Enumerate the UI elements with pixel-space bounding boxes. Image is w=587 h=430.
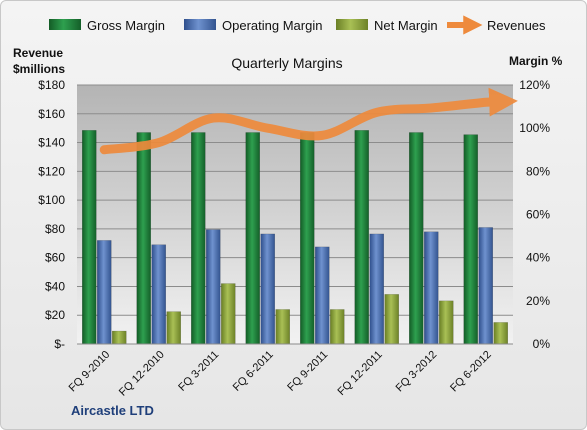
legend-item-net-margin: Net Margin [336,18,438,33]
left-tick-label: $40 [45,279,65,293]
gross-margin-bar [245,132,260,345]
chart-title: Quarterly Margins [231,55,342,71]
operating-margin-bar [260,233,275,345]
category-labels: FQ 9-2010 FQ 12-2010 FQ 3-2011 FQ 6-2011 FQ … [67,349,494,399]
operating-margin-bar [151,244,166,345]
left-tick-label: $- [54,337,65,351]
net-margin-bar [112,330,127,345]
category-label: FQ 9-2011 [285,349,330,394]
company-name: Aircastle LTD [71,403,154,418]
right-tick-label: 100% [519,121,550,135]
operating-margin-bar [97,240,112,345]
left-axis-title-line1: Revenue [13,46,63,60]
right-tick-label: 20% [526,294,550,308]
operating-margin-bar [315,246,330,345]
right-tick-label: 80% [526,164,550,178]
legend: Gross Margin Operating Margin Net Margin… [49,15,546,35]
net-margin-bar [330,309,345,345]
bars [82,130,508,345]
left-tick-label: $120 [38,164,65,178]
legend-item-revenues: Revenues [447,15,546,35]
left-axis-title-line2: $millions [13,62,65,76]
category-label: FQ 12-2010 [117,349,167,399]
right-axis-ticks: 0% 20% 40% 60% 80% 100% 120% [519,78,550,351]
gross-margin-bar [463,134,478,345]
category-label: FQ 6-2012 [448,349,494,395]
category-label: FQ 12-2011 [335,349,384,398]
net-margin-bar [166,311,181,345]
legend-item-gross-margin: Gross Margin [49,18,165,33]
gross-margin-bar [82,130,97,345]
gross-margin-bar [409,132,424,345]
category-label: FQ 3-2012 [394,349,440,395]
net-margin-bar [493,322,508,345]
left-tick-label: $160 [38,107,65,121]
net-margin-bar [384,294,399,345]
left-tick-label: $20 [45,308,65,322]
left-tick-label: $80 [45,222,65,236]
legend-label-revenues: Revenues [487,18,546,33]
gross-margin-bar [300,132,315,345]
left-tick-label: $180 [38,78,65,92]
right-tick-label: 120% [519,78,550,92]
net-margin-bar [221,283,236,345]
gross-margin-bar [191,132,206,345]
net-margin-bar [275,309,290,345]
left-tick-label: $60 [45,251,65,265]
right-tick-label: 60% [526,208,550,222]
left-tick-label: $140 [38,136,65,150]
legend-swatch-gross-margin [49,19,81,30]
category-label: FQ 6-2011 [231,349,276,394]
legend-item-operating-margin: Operating Margin [184,18,322,33]
operating-margin-bar [206,229,221,345]
gross-margin-bar [354,130,369,345]
legend-label-net-margin: Net Margin [374,18,438,33]
operating-margin-bar [478,227,493,345]
category-label: FQ 3-2011 [176,349,221,394]
category-label: FQ 9-2010 [67,349,113,395]
left-tick-label: $100 [38,193,65,207]
operating-margin-bar [424,231,439,345]
legend-swatch-operating-margin [184,19,216,30]
right-tick-label: 40% [526,251,550,265]
net-margin-bar [439,300,454,345]
right-tick-label: 0% [533,337,551,351]
right-axis-title: Margin % [509,54,563,68]
legend-label-gross-margin: Gross Margin [87,18,165,33]
operating-margin-bar [369,233,384,345]
revenues-line [99,87,518,155]
legend-label-operating-margin: Operating Margin [222,18,322,33]
legend-swatch-net-margin [336,19,368,30]
left-axis-ticks: $- $20 $40 $60 $80 $100 $120 $140 $160 $180 [38,78,65,351]
revenue-line [99,87,518,155]
gross-margin-bar [136,132,151,345]
